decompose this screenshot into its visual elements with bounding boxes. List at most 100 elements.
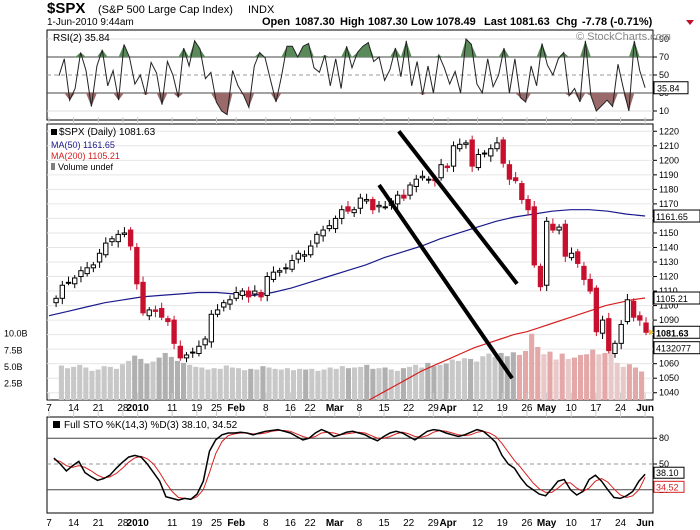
volume-bar	[480, 356, 486, 400]
volume-bar	[89, 370, 95, 400]
volume-bar	[303, 369, 309, 400]
volume-bar	[156, 357, 162, 400]
candle-body	[103, 242, 109, 256]
x-tick-label: 16	[285, 518, 297, 529]
volume-bar	[217, 368, 223, 400]
candle-body	[500, 139, 506, 164]
chg-value: -7.78 (-0.71%)	[582, 16, 653, 28]
volume-axis-label: 2.5B	[4, 378, 23, 388]
candle-body	[450, 145, 457, 167]
volume-bar	[468, 358, 474, 400]
x-tick-label: 19	[191, 403, 203, 414]
price-tick-label: 1060	[659, 359, 679, 369]
candle-body	[221, 302, 227, 308]
stochastic-d-box	[653, 480, 685, 493]
volume-bar	[119, 364, 126, 400]
rsi-last-label: 35.84	[657, 84, 680, 94]
candle-body	[506, 164, 513, 180]
candle-body	[370, 199, 376, 211]
candle-body	[171, 319, 177, 344]
candle-body	[233, 292, 239, 299]
x-tick-label: 24	[615, 403, 627, 414]
price-tick-label: 1040	[659, 388, 679, 398]
x-tick-label: 16	[285, 403, 297, 414]
volume-bar	[266, 367, 272, 400]
volume-bar	[535, 346, 541, 400]
candle-body	[109, 238, 115, 243]
candle-body	[475, 154, 482, 169]
price-tick-label: 1120	[659, 272, 678, 282]
candle-body	[227, 299, 233, 305]
x-tick-label: 28	[117, 518, 129, 529]
x-tick-label: 8	[263, 403, 269, 414]
price-tick-label: 1140	[659, 242, 678, 252]
chg-label: Chg	[556, 16, 577, 28]
candle-body	[562, 223, 568, 257]
x-tick-label: 8	[357, 403, 363, 414]
x-tick-label: 22	[403, 518, 415, 529]
candle-body	[326, 225, 333, 230]
volume-axis-label: 7.5B	[4, 345, 23, 355]
candle-body	[190, 351, 196, 354]
volume-bar	[242, 370, 248, 400]
volume-bar	[639, 371, 645, 400]
candle-body	[53, 297, 59, 304]
candle-body	[463, 142, 469, 145]
x-tick-label: 2010	[127, 403, 150, 414]
candle-body	[525, 199, 531, 211]
candle-body	[469, 139, 475, 167]
volume-bar	[211, 368, 217, 400]
candle-body	[357, 197, 364, 209]
stochastic-d-line	[53, 429, 646, 500]
price-legend-title: $SPX (Daily) 1081.63	[59, 127, 156, 138]
candle-body	[457, 143, 463, 150]
volume-bar	[315, 370, 321, 400]
candle-body	[84, 267, 90, 275]
candle-body	[593, 287, 600, 333]
down-triangle-icon	[686, 20, 694, 25]
x-tick-label: 2010	[127, 518, 150, 529]
volume-bar	[559, 353, 565, 400]
price-last-label: 1081.63	[656, 328, 689, 338]
high-label: High	[340, 16, 365, 28]
volume-bar	[382, 367, 388, 400]
volume-bar	[620, 366, 626, 400]
volume-bar	[272, 368, 278, 400]
candle-body	[152, 309, 159, 312]
ma50-legend: MA(50) 1161.65	[51, 140, 115, 150]
exchange-label: INDX	[248, 4, 275, 16]
price-layer: 1040105010601070108010901100111011201130…	[4, 126, 700, 401]
candle-body	[308, 245, 314, 256]
volume-bar	[339, 366, 345, 400]
candle-body	[196, 345, 202, 355]
candle-body	[488, 148, 494, 157]
x-tick-label: 15	[378, 518, 390, 529]
x-tick-label: Mar	[326, 403, 344, 414]
volume-bar	[437, 364, 443, 400]
candle-body	[339, 209, 345, 219]
candle-body	[258, 292, 264, 298]
x-tick-label: Feb	[227, 518, 245, 529]
candle-body	[78, 270, 84, 278]
x-tick-label: 22	[305, 518, 317, 529]
candle-body	[606, 318, 612, 352]
volume-bar	[107, 366, 113, 400]
volume-bar	[126, 360, 132, 400]
candle-body	[618, 323, 624, 344]
volume-bar	[486, 353, 492, 400]
volume-bar	[370, 368, 376, 400]
volume-bar	[174, 360, 180, 400]
open-value: 1087.30	[295, 16, 335, 28]
candle-body	[345, 206, 351, 212]
symbol-title: $SPX	[47, 0, 85, 17]
candle-body	[314, 233, 320, 244]
x-tick-label: 21	[93, 518, 105, 529]
x-tick-label: 21	[93, 403, 105, 414]
volume-bar	[144, 363, 150, 400]
x-tick-label: 14	[68, 518, 80, 529]
volume-bar	[443, 363, 449, 400]
x-tick-label: 8	[263, 518, 269, 529]
rsi-tick-label: 90	[659, 34, 669, 44]
volume-last-box	[653, 341, 700, 355]
